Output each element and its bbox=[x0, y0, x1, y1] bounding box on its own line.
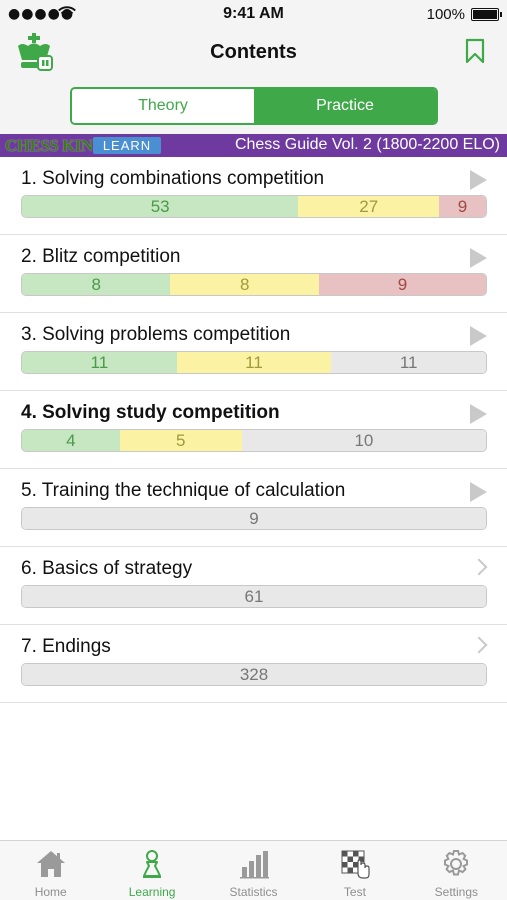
pawn-icon bbox=[143, 850, 162, 878]
progress-bar: 4 5 10 bbox=[21, 429, 487, 452]
segmented-control-bar: Theory Practice bbox=[0, 80, 507, 134]
gear-icon bbox=[444, 850, 469, 876]
status-time: 9:41 AM bbox=[223, 5, 284, 22]
segmented-control: Theory Practice bbox=[70, 87, 438, 125]
status-bar: ●●●●● 9:41 AM 100% bbox=[0, 0, 507, 28]
item-title: 1. Solving combinations competition bbox=[21, 168, 325, 189]
item-title: 4. Solving study competition bbox=[21, 402, 280, 423]
progress-segment-green: 8 bbox=[22, 274, 171, 295]
chessboard-hand-icon bbox=[341, 850, 370, 879]
battery-percent: 100% bbox=[426, 6, 465, 23]
list-item[interactable]: 3. Solving problems competition 11 11 11 bbox=[0, 313, 507, 391]
progress-bar: 53 27 9 bbox=[21, 195, 487, 218]
tab-settings[interactable]: Settings bbox=[406, 841, 507, 900]
progress-segment-red: 9 bbox=[318, 274, 486, 295]
play-icon[interactable] bbox=[470, 482, 487, 502]
list-item[interactable]: 5. Training the technique of calculation… bbox=[0, 469, 507, 547]
progress-segment-yellow: 27 bbox=[298, 196, 440, 217]
item-title: 3. Solving problems competition bbox=[21, 324, 291, 345]
item-title: 2. Blitz competition bbox=[21, 246, 181, 267]
progress-segment-remaining: 11 bbox=[331, 352, 486, 373]
progress-segment-remaining: 61 bbox=[22, 586, 486, 607]
list-item[interactable]: 4. Solving study competition 4 5 10 bbox=[0, 391, 507, 469]
tab-label: Test bbox=[343, 885, 366, 899]
list-item[interactable]: 7. Endings 328 bbox=[0, 625, 507, 703]
wifi-icon bbox=[58, 6, 76, 19]
play-icon[interactable] bbox=[470, 326, 487, 346]
progress-segment-red: 9 bbox=[439, 196, 486, 217]
battery-icon bbox=[471, 8, 502, 21]
tab-label: Statistics bbox=[229, 885, 278, 899]
learn-badge: LEARN bbox=[93, 137, 161, 154]
progress-segment-yellow: 11 bbox=[176, 352, 332, 373]
bar-chart-icon bbox=[239, 851, 269, 879]
tab-practice[interactable]: Practice bbox=[254, 89, 436, 123]
progress-segment-green: 4 bbox=[22, 430, 120, 451]
progress-bar: 61 bbox=[21, 585, 487, 608]
progress-bar: 328 bbox=[21, 663, 487, 686]
course-title: Chess Guide Vol. 2 (1800-2200 ELO) bbox=[234, 136, 500, 153]
play-icon[interactable] bbox=[470, 170, 487, 190]
progress-segment-yellow: 5 bbox=[119, 430, 242, 451]
tab-label: Learning bbox=[128, 885, 176, 899]
tab-home[interactable]: Home bbox=[0, 841, 101, 900]
item-title: 6. Basics of strategy bbox=[21, 558, 193, 579]
list-item[interactable]: 2. Blitz competition 8 8 9 bbox=[0, 235, 507, 313]
tab-label: Home bbox=[34, 885, 67, 899]
chess-king-logo-icon[interactable] bbox=[14, 32, 54, 72]
tab-statistics[interactable]: Statistics bbox=[203, 841, 304, 900]
tab-theory[interactable]: Theory bbox=[72, 89, 254, 123]
item-title: 7. Endings bbox=[21, 636, 111, 657]
progress-segment-green: 53 bbox=[22, 196, 299, 217]
home-icon bbox=[36, 851, 65, 877]
progress-segment-yellow: 8 bbox=[170, 274, 319, 295]
tab-bar: Home Learning Statistics Test bbox=[0, 840, 507, 900]
bookmark-icon[interactable] bbox=[465, 38, 485, 64]
progress-segment-remaining: 328 bbox=[22, 664, 486, 685]
tab-test[interactable]: Test bbox=[304, 841, 405, 900]
progress-segment-remaining: 9 bbox=[22, 508, 486, 529]
signal-icon: ●●●●● bbox=[8, 6, 75, 22]
chevron-right-icon[interactable] bbox=[470, 636, 488, 654]
list-item[interactable]: 1. Solving combinations competition 53 27 9 bbox=[0, 157, 507, 235]
tab-learning[interactable]: Learning bbox=[101, 841, 202, 900]
list-item[interactable]: 6. Basics of strategy 61 bbox=[0, 547, 507, 625]
progress-segment-remaining: 10 bbox=[241, 430, 486, 451]
item-title: 5. Training the technique of calculation bbox=[21, 480, 346, 501]
nav-bar: Contents bbox=[0, 28, 507, 80]
progress-bar: 11 11 11 bbox=[21, 351, 487, 374]
chevron-right-icon[interactable] bbox=[470, 558, 488, 576]
tab-label: Settings bbox=[434, 885, 478, 899]
page-title: Contents bbox=[210, 41, 297, 63]
chess-king-brand: CHESS KING bbox=[5, 136, 106, 155]
course-banner: CHESS KING LEARN Chess Guide Vol. 2 (180… bbox=[0, 134, 507, 157]
contents-list: 1. Solving combinations competition 53 27 9… bbox=[0, 157, 507, 703]
progress-segment-green: 11 bbox=[22, 352, 177, 373]
progress-bar: 9 bbox=[21, 507, 487, 530]
play-icon[interactable] bbox=[470, 404, 487, 424]
play-icon[interactable] bbox=[470, 248, 487, 268]
